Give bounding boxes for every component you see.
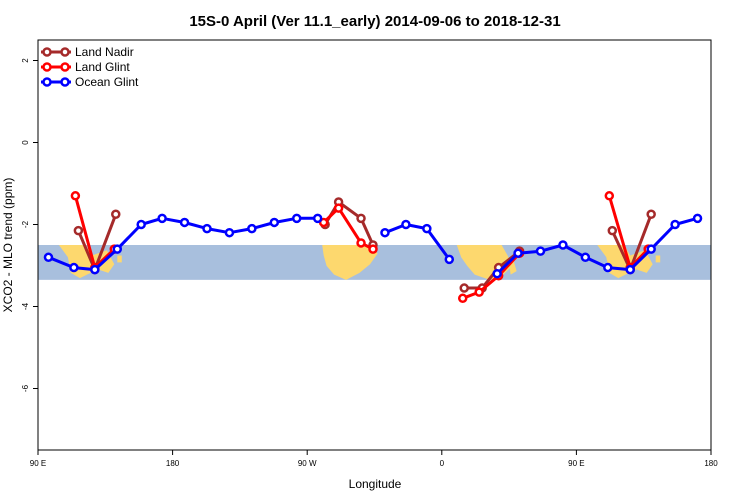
data-point-ocean-glint [670, 219, 680, 230]
data-point-ocean-glint [269, 217, 280, 228]
series-line-land-glint [462, 252, 521, 300]
data-point-land-nadir [111, 209, 121, 219]
data-point-ocean-glint [202, 223, 212, 234]
data-point-ocean-glint [603, 262, 613, 273]
data-point-land-glint [474, 287, 484, 297]
data-point-ocean-glint [558, 240, 568, 250]
data-point-land-glint [70, 191, 81, 201]
x-tick-label: 0 [440, 459, 445, 468]
data-point-land-glint [356, 238, 366, 248]
series-layer [43, 191, 703, 304]
series-ocean-glint [43, 213, 703, 279]
legend-item-ocean-glint: Ocean Glint [41, 75, 139, 89]
legend-marker [42, 62, 52, 72]
data-point-land-nadir [356, 213, 366, 224]
y-tick-label: -4 [21, 302, 30, 310]
data-point-ocean-glint [291, 213, 302, 224]
data-point-ocean-glint [580, 252, 591, 263]
data-point-ocean-glint [401, 219, 411, 230]
y-tick-label: -6 [21, 384, 30, 392]
x-axis-label: Longitude [349, 477, 402, 491]
data-point-land-nadir [459, 283, 469, 293]
legend-marker [42, 77, 52, 87]
data-point-ocean-glint [69, 262, 79, 273]
data-point-ocean-glint [90, 264, 100, 275]
data-point-ocean-glint [157, 213, 167, 224]
series-line-land-nadir [464, 250, 521, 290]
data-point-land-glint [604, 191, 615, 201]
series-line-ocean-glint [384, 223, 451, 261]
legend-label: Land Glint [75, 60, 130, 74]
legend-item-land-nadir: Land Nadir [41, 45, 134, 59]
plot-frame [37, 39, 712, 451]
legend-label: Ocean Glint [75, 75, 139, 89]
legend-label: Land Nadir [75, 45, 134, 59]
data-point-land-nadir [73, 225, 84, 236]
x-tick-label: 180 [166, 459, 180, 468]
y-axis: 2 0 -2 -4 -6 [21, 58, 38, 392]
data-point-ocean-glint [422, 223, 432, 234]
x-tick-label: 90 W [298, 459, 317, 468]
data-point-ocean-glint [625, 264, 635, 275]
data-point-ocean-glint [179, 217, 190, 228]
series-line-ocean-glint [496, 216, 698, 275]
data-point-ocean-glint [43, 252, 54, 263]
data-point-ocean-glint [513, 248, 523, 258]
data-point-ocean-glint [380, 227, 390, 238]
x-tick-label: 90 E [568, 459, 584, 468]
legend-item-land-glint: Land Glint [41, 60, 130, 74]
y-tick-label: -2 [21, 220, 30, 228]
data-point-land-glint [368, 244, 378, 254]
data-point-land-glint [318, 217, 329, 228]
data-point-land-nadir [646, 209, 656, 219]
land-islands-west [117, 255, 122, 263]
y-tick-label: 0 [21, 140, 30, 145]
data-point-ocean-glint [312, 213, 323, 224]
x-tick-label: 90 E [30, 459, 46, 468]
legend-marker [60, 62, 70, 72]
data-point-ocean-glint [646, 244, 656, 254]
land-islands-east [655, 255, 661, 263]
x-axis: 90 E 180 90 W 0 90 E 180 [30, 450, 718, 468]
legend-marker [60, 47, 70, 57]
data-point-ocean-glint [112, 244, 123, 254]
y-tick-label: 2 [21, 58, 30, 63]
series-line-land-glint [322, 206, 374, 251]
land-south-america [322, 245, 378, 280]
y-axis-label: XCO2 - MLO trend (ppm) [1, 178, 15, 313]
data-point-land-glint [333, 203, 344, 213]
data-point-ocean-glint [247, 223, 257, 234]
chart-title: 15S-0 April (Ver 11.1_early) 2014-09-06 … [189, 13, 560, 30]
data-point-ocean-glint [224, 227, 235, 238]
data-point-ocean-glint [692, 213, 703, 224]
data-point-ocean-glint [535, 246, 546, 256]
legend-marker [60, 77, 70, 87]
data-point-ocean-glint [444, 254, 455, 265]
legend-marker [42, 47, 52, 57]
data-point-land-nadir [607, 225, 618, 236]
data-point-ocean-glint [492, 268, 502, 279]
data-point-land-glint [457, 293, 468, 304]
data-point-ocean-glint [136, 219, 146, 230]
x-tick-label: 180 [704, 459, 718, 468]
